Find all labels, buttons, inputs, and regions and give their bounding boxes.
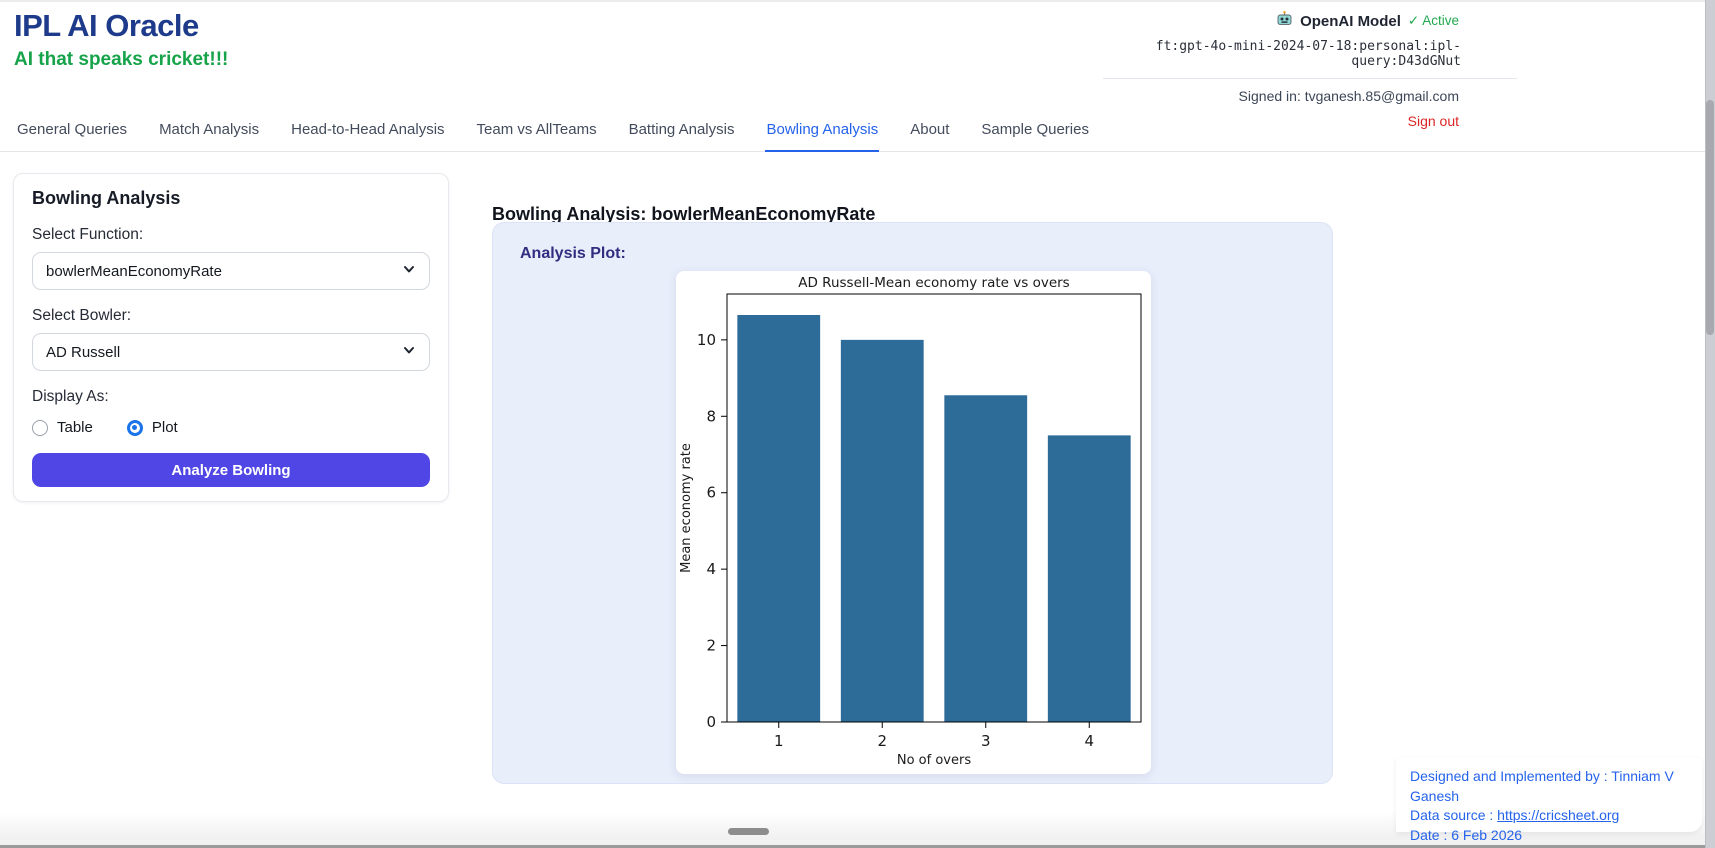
analysis-plot-panel: Analysis Plot: 0 2 4 6 8 10 1 2 3 4 AD Russell-Mea… bbox=[492, 222, 1333, 784]
svg-text:2: 2 bbox=[877, 732, 887, 750]
cricsheet-link[interactable]: https://cricsheet.org bbox=[1497, 807, 1620, 823]
radio-plot-label: Plot bbox=[151, 419, 178, 436]
radio-table-label: Table bbox=[57, 419, 93, 436]
svg-text:2: 2 bbox=[706, 637, 716, 655]
main-heading: Bowling Analysis: bowlerMeanEconomyRate bbox=[492, 203, 876, 224]
tab-team-vs-allteams[interactable]: Team vs AllTeams bbox=[476, 121, 597, 138]
chart-card: 0 2 4 6 8 10 1 2 3 4 AD Russell-Mean economy rate … bbox=[676, 271, 1151, 774]
footer: Designed and Implemented by : Tinniam V … bbox=[1396, 758, 1702, 843]
svg-text:1: 1 bbox=[774, 732, 784, 750]
svg-text:4: 4 bbox=[1084, 732, 1094, 750]
app-title: IPL AI Oracle bbox=[14, 8, 199, 43]
radio-plot[interactable]: Plot bbox=[126, 419, 178, 436]
svg-text:8: 8 bbox=[706, 407, 716, 425]
footer-datasource: Data source : https://cricsheet.org bbox=[1410, 806, 1702, 826]
bowler-select-value: AD Russell bbox=[46, 343, 121, 361]
footer-datasource-label: Data source : bbox=[1410, 807, 1498, 823]
function-select[interactable]: bowlerMeanEconomyRate bbox=[32, 252, 430, 290]
svg-text:Mean economy rate: Mean economy rate bbox=[679, 443, 694, 573]
main-nav: General Queries Match Analysis Head-to-Hea… bbox=[0, 111, 1706, 152]
footer-lines: Designed and Implemented by : Tinniam V … bbox=[1410, 767, 1702, 845]
vertical-scrollbar-thumb[interactable] bbox=[1706, 100, 1714, 335]
robot-icon bbox=[1276, 10, 1293, 32]
model-label: OpenAI Model bbox=[1300, 12, 1401, 30]
radio-plot-control[interactable] bbox=[126, 419, 143, 436]
app-tagline: AI that speaks cricket!!! bbox=[14, 49, 229, 70]
footer-credit: Designed and Implemented by : Tinniam V … bbox=[1410, 768, 1674, 804]
model-status-badge: ✓ Active bbox=[1407, 13, 1459, 28]
model-row: OpenAI Model ✓ Active bbox=[1103, 10, 1517, 32]
display-as-radio-group: Table Plot bbox=[32, 419, 430, 436]
brand-block: IPL AI Oracle AI that speaks cricket!!! bbox=[14, 8, 228, 71]
footer-date: Date : 6 Feb 2026 bbox=[1410, 826, 1523, 843]
analyze-bowling-button[interactable]: Analyze Bowling bbox=[32, 453, 430, 487]
svg-text:4: 4 bbox=[706, 560, 716, 578]
bowler-select[interactable]: AD Russell bbox=[32, 333, 430, 371]
horizontal-scrollbar-thumb[interactable] bbox=[728, 828, 769, 835]
tab-batting-analysis[interactable]: Batting Analysis bbox=[628, 121, 735, 138]
model-id-text: ft:gpt-4o-mini-2024-07-18:personal:ipl-q… bbox=[1155, 39, 1461, 69]
radio-table[interactable]: Table bbox=[32, 419, 93, 436]
chevron-down-icon bbox=[402, 262, 416, 280]
svg-text:AD Russell-Mean economy rate v: AD Russell-Mean economy rate vs overs bbox=[798, 275, 1069, 291]
chevron-down-icon bbox=[402, 343, 416, 361]
svg-text:0: 0 bbox=[706, 713, 716, 731]
svg-text:3: 3 bbox=[981, 732, 991, 750]
header-divider bbox=[1103, 78, 1517, 79]
tab-match-analysis[interactable]: Match Analysis bbox=[159, 121, 260, 138]
function-select-label: Select Function: bbox=[32, 226, 144, 243]
sign-out-link[interactable]: Sign out bbox=[1407, 113, 1459, 129]
svg-text:10: 10 bbox=[697, 331, 716, 349]
svg-text:No of overs: No of overs bbox=[897, 753, 971, 768]
tab-about[interactable]: About bbox=[910, 121, 950, 138]
bowling-analysis-panel: Bowling Analysis Select Function: bowler… bbox=[13, 173, 449, 502]
svg-text:6: 6 bbox=[706, 484, 716, 502]
tab-general-queries[interactable]: General Queries bbox=[17, 121, 128, 138]
bowler-select-label: Select Bowler: bbox=[32, 307, 132, 324]
tab-sample-queries[interactable]: Sample Queries bbox=[981, 121, 1089, 138]
account-block: OpenAI Model ✓ Active ft:gpt-4o-mini-202… bbox=[1103, 10, 1517, 129]
tab-head-to-head-analysis[interactable]: Head-to-Head Analysis bbox=[291, 121, 445, 138]
tab-bowling-analysis[interactable]: Bowling Analysis bbox=[765, 111, 880, 152]
function-select-value: bowlerMeanEconomyRate bbox=[46, 262, 222, 280]
signed-in-text: Signed in: tvganesh.85@gmail.com bbox=[1238, 88, 1459, 104]
radio-table-control[interactable] bbox=[32, 419, 48, 436]
analysis-plot-label: Analysis Plot: bbox=[520, 245, 626, 262]
display-as-label: Display As: bbox=[32, 388, 109, 405]
vertical-scrollbar-track[interactable] bbox=[1705, 0, 1715, 848]
page-top-border bbox=[0, 0, 1715, 2]
panel-heading: Bowling Analysis bbox=[32, 188, 181, 208]
